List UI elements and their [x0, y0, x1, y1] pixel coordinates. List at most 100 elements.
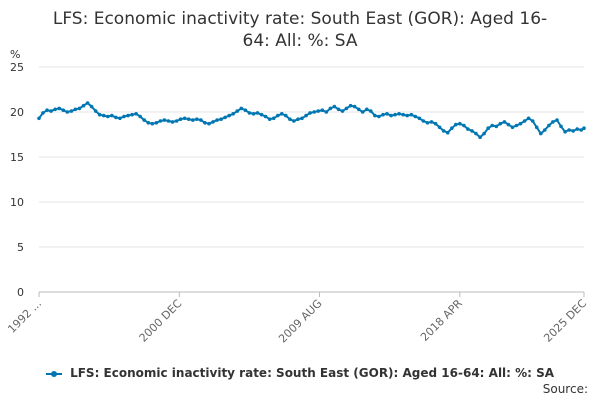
legend[interactable]: LFS: Economic inactivity rate: South Eas…: [0, 366, 600, 380]
chart-title-line-2: 64: All: %: SA: [242, 31, 358, 51]
data-point: [543, 128, 547, 132]
data-point: [547, 123, 551, 128]
data-point: [498, 121, 503, 126]
data-point: [409, 112, 414, 117]
x-axis: 1992 ... 2000 DEC 2009 AUG 2018 APR 2025 DEC: [5, 291, 589, 345]
legend-label: LFS: Economic inactivity rate: South Eas…: [70, 366, 555, 380]
data-point: [239, 106, 244, 111]
data-point: [462, 123, 466, 128]
data-point: [385, 112, 389, 116]
data-point: [365, 107, 369, 112]
data-point: [324, 110, 329, 114]
data-point: [348, 103, 353, 108]
data-point: [559, 124, 563, 129]
source-label: Source:: [542, 382, 588, 396]
data-point: [397, 112, 401, 116]
data-point: [215, 118, 219, 122]
data-point: [284, 113, 288, 118]
data-point: [150, 121, 155, 126]
data-point: [292, 119, 296, 123]
data-point: [502, 120, 507, 124]
data-point: [231, 112, 235, 116]
data-point: [340, 109, 345, 113]
data-point: [227, 113, 231, 118]
data-point: [312, 110, 317, 114]
data-point: [530, 119, 535, 123]
data-point: [571, 129, 575, 133]
data-point: [223, 115, 227, 120]
chart-title: LFS: Economic inactivity rate: South Eas…: [0, 8, 600, 52]
data-point: [235, 109, 240, 113]
data-point: [130, 112, 134, 117]
data-point: [526, 116, 531, 121]
data-point: [421, 119, 426, 123]
data-point: [122, 114, 126, 119]
data-point: [534, 125, 539, 130]
data-point: [458, 121, 462, 126]
data-point: [57, 106, 61, 111]
data-point: [146, 121, 151, 125]
data-point: [417, 116, 422, 121]
data-point: [369, 109, 373, 113]
data-point: [61, 108, 66, 112]
data-point: [300, 116, 304, 121]
grid-lines: [39, 66, 584, 293]
data-point: [280, 112, 284, 116]
data-point: [207, 121, 211, 126]
data-point: [134, 112, 138, 116]
data-point: [49, 109, 53, 113]
data-point: [304, 113, 308, 118]
data-point: [114, 115, 118, 120]
data-point: [510, 125, 515, 130]
data-point: [450, 126, 454, 130]
data-point: [567, 128, 571, 132]
data-point: [433, 121, 438, 126]
data-point: [138, 114, 142, 119]
data-point: [332, 104, 337, 109]
data-point: [174, 119, 179, 123]
data-point: [118, 116, 122, 121]
data-point: [288, 117, 292, 121]
data-point: [93, 109, 98, 113]
data-point: [474, 131, 478, 136]
data-point: [555, 118, 559, 122]
data-point: [518, 121, 523, 126]
data-point: [377, 114, 381, 119]
y-tick-label-10: 10: [10, 196, 24, 209]
y-axis-unit-label: %: [10, 48, 20, 61]
data-point: [466, 127, 470, 131]
data-point: [166, 119, 171, 123]
data-point: [352, 104, 357, 109]
data-point: [195, 117, 199, 121]
data-point: [65, 110, 70, 114]
data-point: [429, 120, 434, 124]
data-point: [186, 117, 191, 121]
series-line-0: [38, 102, 585, 139]
data-point: [401, 112, 406, 117]
data-point: [389, 113, 393, 118]
legend-marker-icon: [45, 370, 62, 377]
data-point: [454, 122, 458, 127]
data-point: [81, 103, 86, 108]
data-point: [478, 135, 482, 139]
data-point: [506, 122, 511, 127]
y-tick-label-0: 0: [17, 286, 24, 299]
data-point: [53, 107, 57, 112]
y-tick-label-15: 15: [10, 151, 24, 164]
data-point: [563, 130, 567, 134]
data-point: [77, 106, 82, 111]
data-point: [158, 119, 163, 123]
data-point: [142, 118, 146, 122]
data-point: [219, 117, 223, 121]
data-point: [110, 113, 114, 118]
data-point: [413, 114, 418, 119]
x-tick-label-3: 2018 APR: [418, 297, 465, 344]
data-point: [522, 119, 527, 123]
data-point: [405, 113, 410, 118]
data-point: [316, 109, 321, 113]
x-tick-label-1: 2000 DEC: [137, 297, 185, 345]
data-point: [41, 111, 45, 115]
data-point: [191, 118, 195, 122]
chart-title-line-1: LFS: Economic inactivity rate: South Eas…: [52, 9, 548, 29]
